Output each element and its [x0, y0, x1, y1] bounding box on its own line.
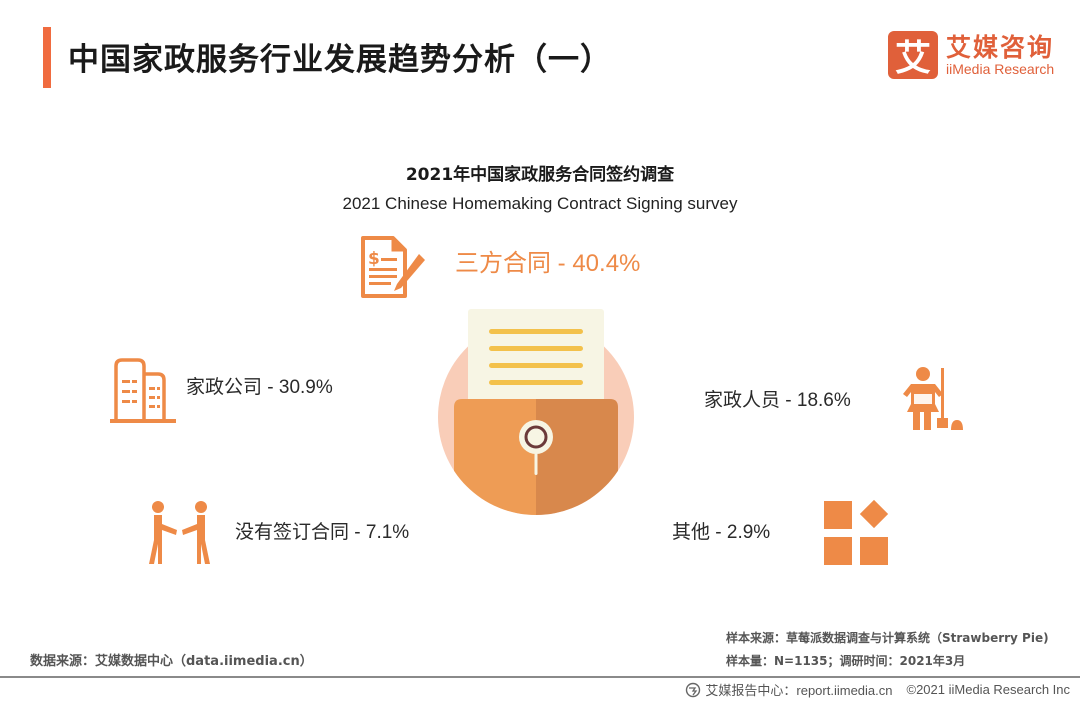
page-title: 中国家政服务行业发展趋势分析（一） — [68, 42, 612, 78]
title-accent-bar — [43, 27, 51, 88]
logo-mark-icon: 艾 — [888, 31, 938, 79]
item-tripartite-contract: $ 三方合同 - 40.4% — [357, 234, 640, 302]
data-source-note: 数据来源：艾媒数据中心（data.iimedia.cn） — [30, 654, 313, 669]
sample-source-note: 样本来源：草莓派数据调查与计算系统（Strawberry Pie) — [726, 631, 1049, 645]
shapes-icon — [824, 499, 889, 565]
housekeeper-icon — [902, 367, 963, 430]
item-other: 其他 - 2.9% — [672, 499, 890, 567]
office-building-icon — [110, 358, 176, 423]
handshake-icon — [149, 501, 210, 564]
item-label: 没有签订合同 - 7.1% — [235, 521, 410, 543]
chart-title: 2021年中国家政服务合同签约调查 — [405, 165, 675, 185]
copyright-text: ©2021 iiMedia Research Inc — [906, 682, 1071, 697]
item-label: 其他 - 2.9% — [672, 521, 771, 543]
svg-text:$: $ — [368, 249, 380, 269]
item-label: 三方合同 - 40.4% — [455, 249, 641, 277]
contract-envelope-illustration — [438, 309, 634, 515]
iimedia-logo: 艾 艾媒咨询 iiMedia Research — [888, 31, 1054, 79]
logo-cn-text: 艾媒咨询 — [946, 32, 1055, 62]
item-housekeeping-company: 家政公司 - 30.9% — [108, 356, 333, 426]
footer-divider — [0, 676, 1080, 678]
item-label: 家政公司 - 30.9% — [186, 376, 333, 398]
contract-document-icon: $ — [361, 236, 425, 298]
item-housekeeper: 家政人员 - 18.6% — [704, 364, 965, 432]
item-no-contract: 没有签订合同 - 7.1% — [145, 498, 409, 568]
sample-size-note: 样本量：N=1135；调研时间：2021年3月 — [726, 654, 966, 668]
globe-icon — [686, 682, 701, 697]
footer-credits: 艾媒报告中心：report.iimedia.cn ©2021 iiMedia R… — [685, 680, 1070, 699]
report-center-link[interactable]: 艾媒报告中心：report.iimedia.cn — [705, 683, 893, 698]
item-label: 家政人员 - 18.6% — [704, 389, 851, 411]
logo-en-text: iiMedia Research — [946, 60, 1055, 77]
chart-subtitle: 2021 Chinese Homemaking Contract Signing… — [342, 194, 738, 213]
